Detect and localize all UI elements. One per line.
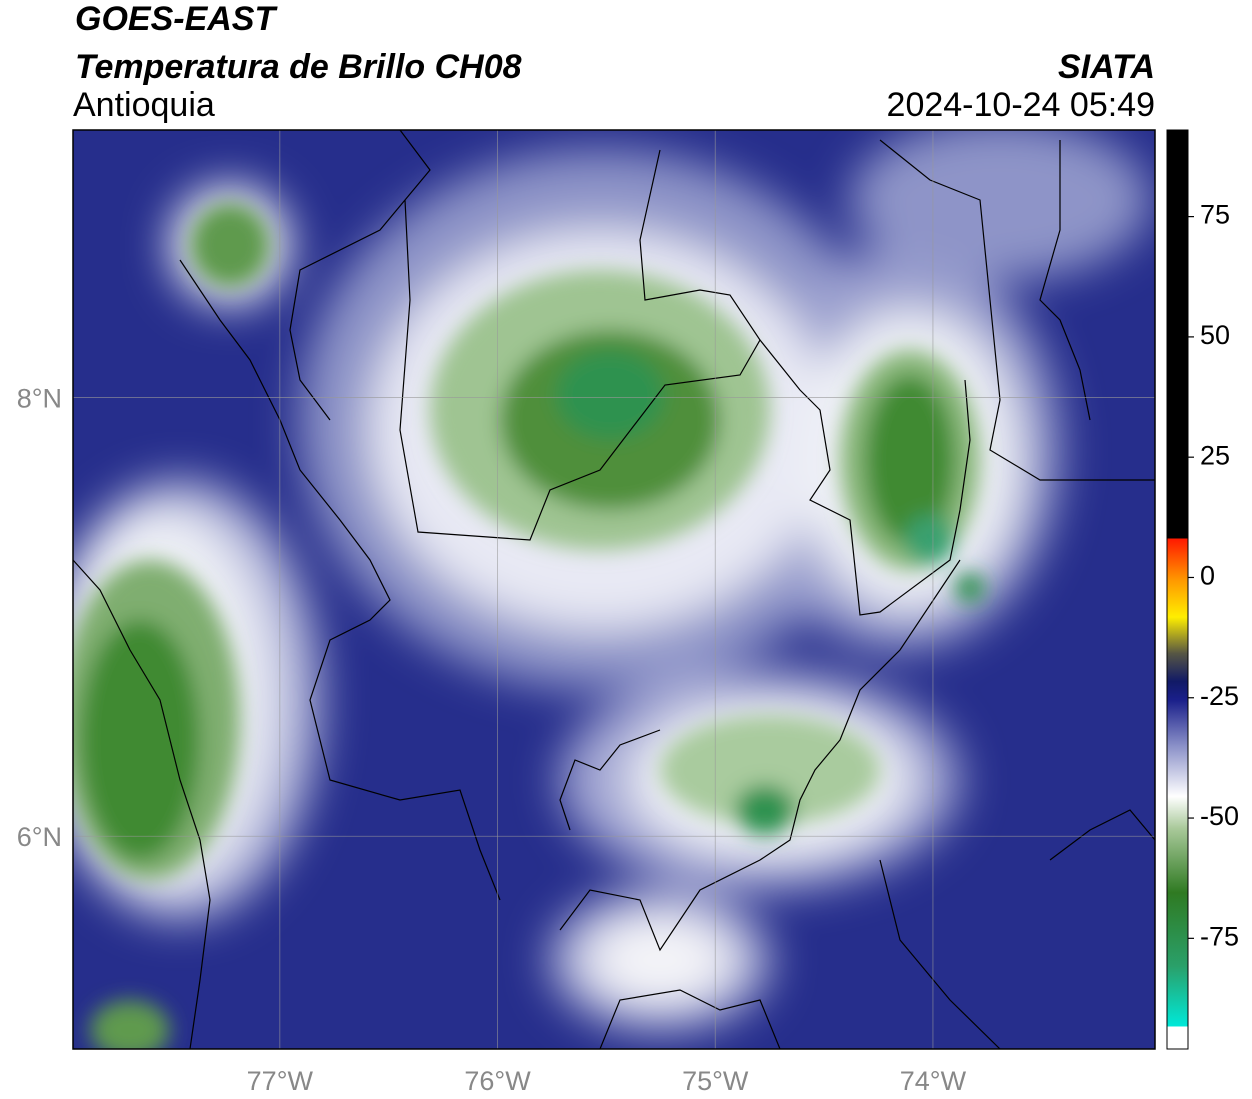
source-label: SIATA [1058, 48, 1155, 86]
datetime-label: 2024-10-24 05:49 [887, 86, 1155, 124]
colorbar-tick-label: 0 [1200, 561, 1215, 591]
satellite-title: GOES-EAST [75, 0, 278, 38]
colorbar-tick-label: 75 [1200, 200, 1230, 230]
x-tick-label: 76°W [464, 1066, 531, 1096]
satellite-image [73, 130, 1155, 1049]
graticule [73, 130, 1155, 1049]
colorbar-tick-label: -50 [1200, 801, 1239, 831]
map-frame [72, 129, 1156, 1050]
x-tick-label: 75°W [682, 1066, 749, 1096]
x-tick-label: 74°W [900, 1066, 967, 1096]
region-label: Antioquia [73, 86, 215, 124]
colorbar [1166, 129, 1189, 1050]
y-tick-label: 6°N [17, 822, 62, 852]
tick-labels: 77°W 76°W 75°W 74°W 6°N 8°N 75 50 25 0 -25 -50 -75 [17, 200, 1239, 1096]
colorbar-tick-label: 25 [1200, 440, 1230, 470]
colorbar-tick-label: -75 [1200, 921, 1239, 951]
y-tick-label: 8°N [17, 384, 62, 414]
colorbar-tick-label: 50 [1200, 320, 1230, 350]
product-title: Temperatura de Brillo CH08 [75, 48, 522, 86]
colorbar-tick-label: -25 [1200, 681, 1239, 711]
x-tick-label: 77°W [247, 1066, 314, 1096]
